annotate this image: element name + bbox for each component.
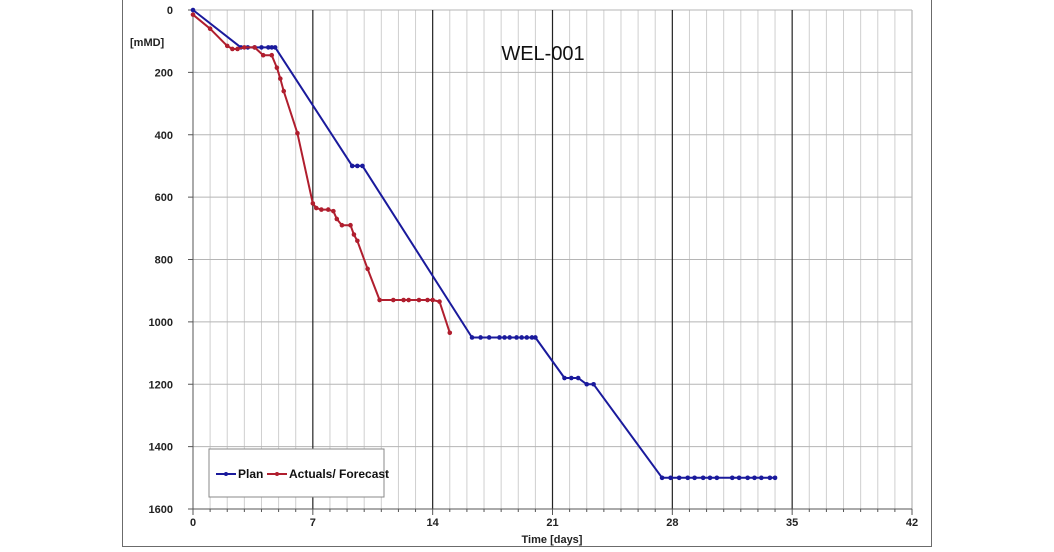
data-point bbox=[313, 205, 319, 211]
data-point bbox=[235, 46, 240, 52]
data-point bbox=[406, 297, 412, 303]
data-point bbox=[425, 297, 430, 303]
data-point bbox=[269, 52, 275, 58]
grid-lines bbox=[193, 9, 913, 510]
legend-actuals-label: Actuals/ Forecast bbox=[289, 467, 389, 481]
data-point bbox=[207, 26, 213, 32]
data-point bbox=[348, 222, 353, 228]
y-tick-label: 600 bbox=[155, 192, 173, 204]
x-tick-label: 7 bbox=[310, 517, 316, 529]
data-point bbox=[274, 65, 280, 70]
data-point bbox=[569, 375, 574, 381]
x-tick-label: 0 bbox=[190, 517, 196, 529]
data-point bbox=[325, 207, 331, 212]
y-axis-label: [mMD] bbox=[130, 37, 165, 49]
data-point bbox=[767, 475, 773, 481]
data-point bbox=[772, 475, 778, 481]
y-tick-label: 1200 bbox=[149, 379, 173, 391]
data-point bbox=[334, 216, 340, 222]
data-point bbox=[486, 335, 492, 340]
x-axis-label: Time [days] bbox=[522, 534, 583, 546]
data-point bbox=[469, 335, 475, 340]
data-point bbox=[295, 130, 300, 136]
data-point bbox=[692, 475, 697, 481]
data-point bbox=[524, 335, 530, 340]
data-point bbox=[502, 335, 507, 340]
data-point bbox=[745, 475, 750, 481]
data-point bbox=[319, 207, 324, 212]
y-tick-label: 1400 bbox=[149, 442, 173, 454]
data-point bbox=[355, 238, 360, 244]
actuals-series bbox=[190, 12, 453, 336]
series-layer bbox=[190, 7, 778, 481]
data-point bbox=[659, 475, 665, 481]
data-point bbox=[478, 335, 483, 340]
data-point bbox=[759, 475, 764, 481]
legend-plan-label: Plan bbox=[238, 467, 263, 481]
data-point bbox=[355, 163, 360, 169]
data-point bbox=[736, 475, 742, 481]
data-point bbox=[310, 201, 316, 206]
data-point bbox=[529, 335, 535, 340]
y-tick-label: 800 bbox=[155, 255, 173, 267]
y-tick-label: 400 bbox=[155, 130, 173, 142]
x-tick-label: 42 bbox=[906, 517, 918, 529]
axes: 0 200 400 600 800 1000 1200 1400 1600 0 7 14 21 28 35 4… bbox=[149, 5, 919, 529]
data-point bbox=[360, 163, 365, 169]
data-point bbox=[497, 335, 502, 340]
chart-title: WEL-001 bbox=[501, 43, 584, 65]
data-point bbox=[591, 381, 596, 387]
y-tick-label: 1000 bbox=[149, 317, 173, 329]
data-point bbox=[365, 266, 370, 272]
data-point bbox=[269, 45, 275, 50]
data-point bbox=[562, 375, 567, 381]
data-point bbox=[260, 52, 266, 58]
data-point bbox=[259, 45, 264, 50]
data-point bbox=[224, 43, 230, 49]
y-tick-label: 200 bbox=[155, 67, 173, 79]
x-tick-label: 14 bbox=[427, 517, 440, 529]
x-tick-label: 35 bbox=[786, 517, 798, 529]
data-point bbox=[430, 297, 435, 303]
data-point bbox=[331, 208, 336, 214]
data-point bbox=[272, 45, 278, 50]
y-tick-label: 0 bbox=[167, 5, 173, 17]
data-point bbox=[266, 45, 271, 50]
data-point bbox=[575, 375, 581, 381]
data-point bbox=[437, 299, 442, 304]
data-point bbox=[584, 381, 590, 387]
data-point bbox=[533, 335, 538, 340]
data-point bbox=[190, 12, 196, 17]
data-point bbox=[729, 475, 735, 481]
data-point bbox=[685, 475, 691, 481]
data-point bbox=[514, 335, 519, 340]
data-point bbox=[349, 163, 355, 169]
data-point bbox=[714, 475, 720, 481]
data-point bbox=[507, 335, 513, 340]
data-point bbox=[190, 7, 196, 13]
data-point bbox=[668, 475, 673, 481]
data-point bbox=[519, 335, 524, 340]
data-point bbox=[278, 76, 283, 81]
x-tick-label: 28 bbox=[666, 517, 678, 529]
data-point bbox=[281, 88, 287, 94]
data-point bbox=[377, 297, 382, 303]
data-point bbox=[416, 297, 422, 303]
x-tick-label: 21 bbox=[546, 517, 558, 529]
data-point bbox=[252, 45, 257, 50]
data-point bbox=[351, 232, 357, 237]
data-point bbox=[700, 475, 706, 481]
data-point bbox=[230, 46, 235, 52]
legend: Plan Actuals/ Forecast bbox=[208, 448, 389, 498]
data-point bbox=[676, 475, 682, 481]
y-tick-label: 1600 bbox=[149, 504, 173, 516]
data-point bbox=[752, 475, 757, 481]
data-point bbox=[447, 330, 453, 336]
data-point bbox=[390, 297, 396, 303]
data-point bbox=[707, 475, 713, 481]
data-point bbox=[339, 222, 345, 228]
data-point bbox=[401, 297, 406, 303]
data-point bbox=[242, 45, 247, 50]
